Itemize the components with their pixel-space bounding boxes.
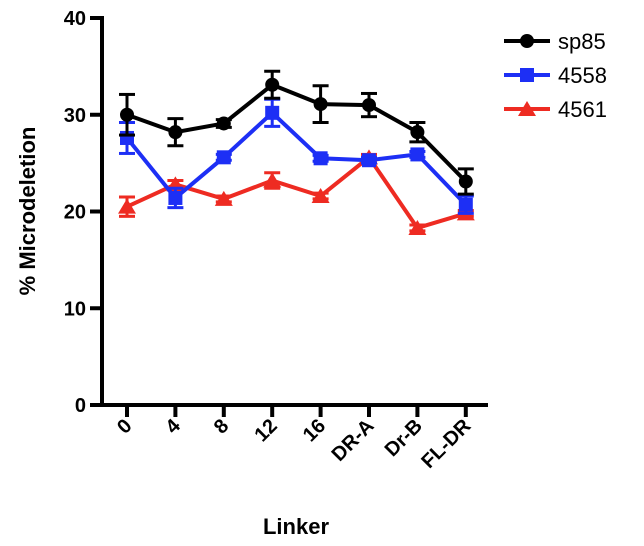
- legend-item-4561: 4561: [504, 97, 607, 122]
- x-tick-label: FL-DR: [417, 415, 475, 473]
- y-tick-label: 0: [75, 395, 86, 417]
- data-point: [265, 77, 280, 92]
- x-tick-label: 4: [162, 414, 186, 438]
- series-line-4558: [125, 110, 468, 207]
- x-tick-label: 16: [299, 415, 330, 446]
- data-point: [263, 172, 282, 188]
- x-tick-label: 8: [210, 415, 233, 438]
- legend-label: 4558: [558, 63, 607, 88]
- x-tick-label: DR-A: [328, 415, 379, 466]
- y-tick-label: 30: [64, 105, 86, 127]
- y-tick-label: 20: [64, 202, 86, 224]
- data-point: [313, 97, 328, 112]
- legend-marker: [518, 101, 536, 116]
- data-point: [120, 107, 134, 122]
- legend-item-sp85: sp85: [504, 29, 606, 54]
- series-sp85: [119, 69, 474, 196]
- data-point: [118, 198, 136, 214]
- data-point: [410, 147, 425, 162]
- data-point: [408, 219, 427, 235]
- y-tick-label: 10: [64, 298, 86, 320]
- data-point: [458, 174, 473, 189]
- data-point: [168, 190, 183, 205]
- data-point: [313, 151, 328, 166]
- data-point: [458, 197, 473, 212]
- x-tick-label: 0: [113, 415, 136, 438]
- data-point: [216, 116, 231, 131]
- data-point: [214, 190, 233, 206]
- data-point: [216, 150, 231, 165]
- x-axis-label: Linker: [263, 514, 329, 539]
- data-point: [168, 125, 183, 140]
- legend-item-4558: 4558: [504, 63, 607, 88]
- legend: sp85 4558 4561: [504, 29, 607, 122]
- legend-label: sp85: [558, 29, 606, 54]
- x-tick-label: 12: [250, 415, 281, 446]
- data-point: [265, 105, 280, 120]
- legend-marker: [520, 68, 534, 82]
- legend-marker: [520, 34, 534, 48]
- legend-label: 4561: [558, 97, 607, 122]
- data-point: [362, 98, 376, 113]
- y-axis-label: % Microdeletion: [15, 127, 40, 296]
- series-line-sp85: [126, 82, 468, 183]
- data-point: [311, 188, 330, 204]
- data-point: [362, 153, 376, 168]
- y-tick-label: 40: [64, 8, 86, 30]
- series-line-4561: [126, 155, 467, 230]
- data-point: [410, 125, 425, 140]
- series-4558: [119, 97, 474, 215]
